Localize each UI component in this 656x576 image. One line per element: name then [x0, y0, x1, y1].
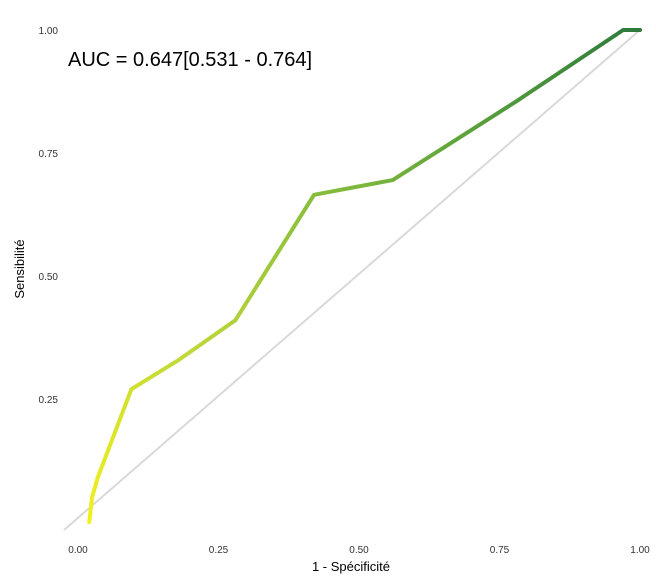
x-axis-title: 1 - Spécificité	[312, 559, 390, 574]
roc-curve	[87, 28, 642, 524]
y-axis-title: Sensibilité	[12, 239, 27, 298]
y-tick-label: 0.50	[39, 272, 59, 283]
auc-annotation: AUC = 0.647[0.531 - 0.764]	[68, 49, 312, 71]
x-tick-label: 0.00	[68, 545, 88, 556]
reference-diagonal-line	[63, 29, 641, 531]
y-tick-label: 0.25	[39, 395, 59, 406]
x-tick-label: 0.50	[349, 545, 369, 556]
y-tick-label: 0.75	[39, 149, 59, 160]
x-tick-label: 1.00	[630, 545, 650, 556]
x-tick-label: 0.75	[490, 545, 510, 556]
axis-layer: 0.00 0.25 0.50 0.75 1.00 0.25 0.50 0.75 1.00	[39, 26, 651, 556]
x-tick-label: 0.25	[209, 545, 229, 556]
y-tick-label: 1.00	[39, 26, 59, 37]
